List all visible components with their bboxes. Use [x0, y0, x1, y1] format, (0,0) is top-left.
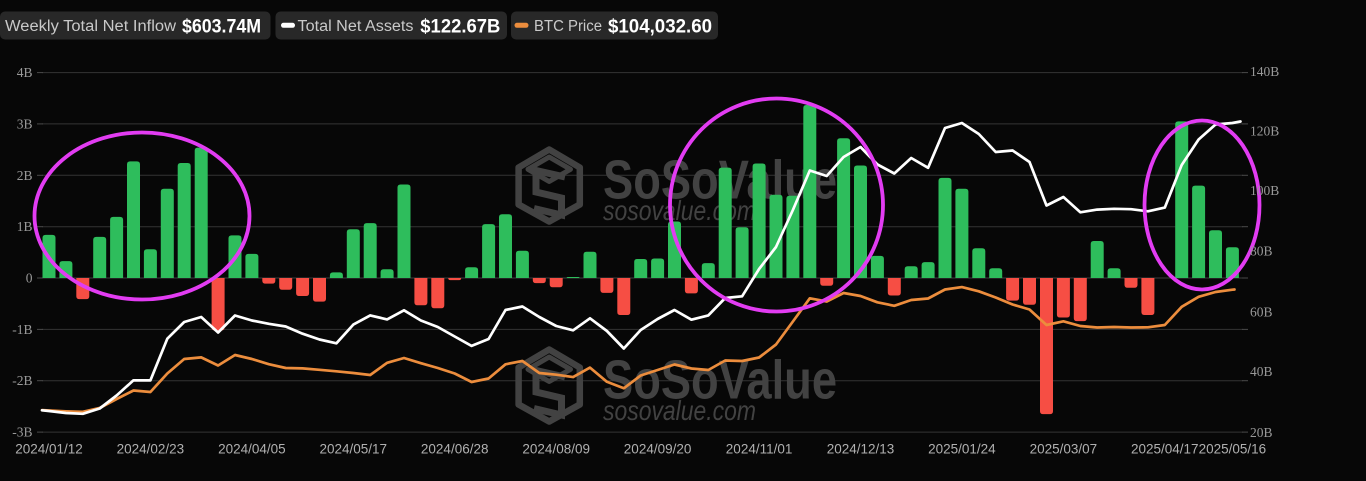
svg-text:140B: 140B	[1250, 64, 1279, 79]
svg-text:80B: 80B	[1250, 244, 1273, 259]
svg-text:2024/04/05: 2024/04/05	[218, 442, 286, 457]
svg-text:Total Net Assets: Total Net Assets	[298, 18, 414, 35]
svg-text:$104,032.60: $104,032.60	[608, 17, 712, 38]
svg-text:20B: 20B	[1250, 425, 1273, 440]
svg-text:2025/03/07: 2025/03/07	[1030, 442, 1098, 457]
svg-text:sosovalue.com: sosovalue.com	[603, 395, 756, 426]
svg-text:2024/05/17: 2024/05/17	[320, 442, 388, 457]
svg-text:2024/11/01: 2024/11/01	[726, 442, 793, 457]
svg-text:$603.74M: $603.74M	[182, 17, 261, 38]
svg-text:2024/02/23: 2024/02/23	[117, 442, 185, 457]
svg-text:sosovalue.com: sosovalue.com	[603, 195, 756, 226]
svg-text:100B: 100B	[1250, 183, 1279, 198]
svg-text:BTC Price: BTC Price	[534, 18, 602, 35]
svg-text:2025/01/24: 2025/01/24	[928, 442, 996, 457]
svg-text:3B: 3B	[17, 116, 33, 131]
svg-text:2024/08/09: 2024/08/09	[522, 442, 590, 457]
svg-text:120B: 120B	[1250, 124, 1279, 139]
svg-text:1B: 1B	[17, 219, 33, 234]
svg-text:SoSoValue: SoSoValue	[603, 349, 837, 411]
svg-text:60B: 60B	[1250, 305, 1273, 320]
svg-text:2024/12/13: 2024/12/13	[827, 442, 895, 457]
svg-text:2024/06/28: 2024/06/28	[421, 442, 489, 457]
svg-text:40B: 40B	[1250, 364, 1273, 379]
svg-text:-1B: -1B	[12, 322, 32, 337]
svg-text:2024/09/20: 2024/09/20	[624, 442, 692, 457]
svg-text:0: 0	[26, 271, 33, 286]
svg-text:2024/01/12: 2024/01/12	[15, 442, 83, 457]
svg-text:2B: 2B	[17, 168, 33, 183]
svg-text:4B: 4B	[17, 65, 33, 80]
svg-text:-3B: -3B	[12, 425, 32, 440]
svg-text:$122.67B: $122.67B	[420, 17, 500, 38]
svg-text:-2B: -2B	[12, 373, 32, 388]
svg-text:2025/04/17: 2025/04/17	[1131, 442, 1199, 457]
svg-text:Weekly Total Net Inflow: Weekly Total Net Inflow	[5, 18, 177, 35]
svg-text:2025/05/16: 2025/05/16	[1199, 442, 1267, 457]
